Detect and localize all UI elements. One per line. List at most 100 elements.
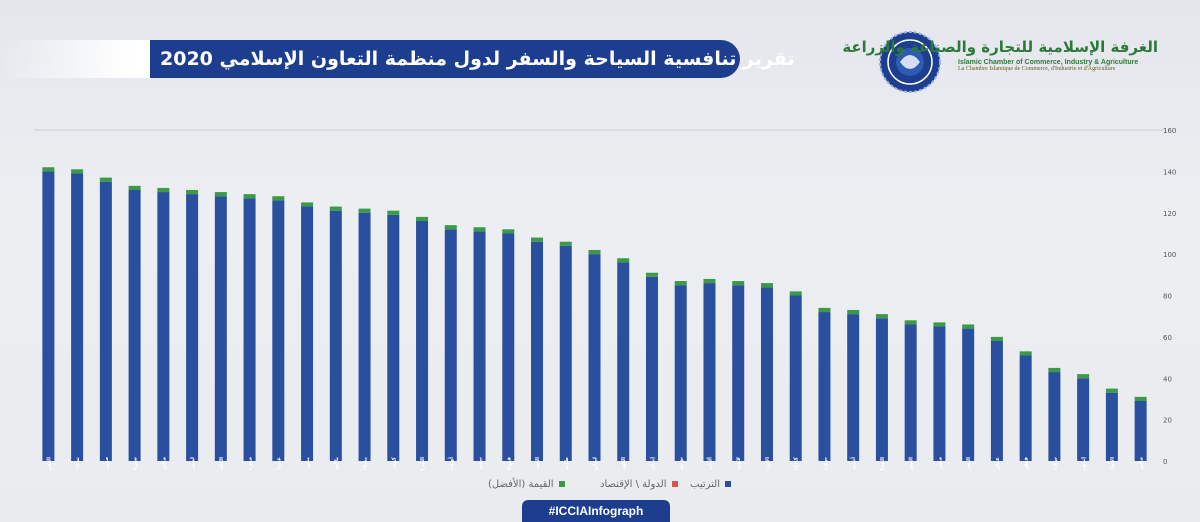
bar-rank (617, 262, 630, 461)
legend-swatch-best (558, 481, 565, 487)
category-label: مالي (161, 457, 167, 470)
bar-best-value (243, 194, 256, 199)
bar-rank (502, 233, 515, 461)
category-label: إندونيسيا (1081, 457, 1087, 470)
bar-best-value (301, 202, 314, 207)
legend-label-rank: الترتيب (690, 479, 720, 490)
bar-rank (732, 285, 745, 461)
bar-rank (760, 287, 773, 461)
bar-best-value (186, 189, 199, 195)
category-label: عمان (995, 457, 1001, 470)
bar-rank (531, 241, 544, 461)
bar-best-value (732, 281, 745, 286)
bar-best-value (99, 177, 112, 182)
category-label: تركيا (1051, 457, 1058, 470)
bar-best-value (875, 314, 888, 319)
y-tick-label: 20 (1163, 417, 1172, 425)
bar-rank (904, 324, 917, 461)
bar-rank (1134, 401, 1147, 461)
bar-best-value (272, 196, 285, 201)
category-label: تونس (679, 457, 685, 470)
page-title: تقرير تنافسية السياحة والسفر لدول منظمة … (160, 48, 795, 70)
bar-best-value (71, 169, 84, 174)
bar-rank (272, 200, 285, 461)
bar-rank (818, 312, 831, 461)
bar-best-value (904, 320, 917, 325)
bar-best-value (559, 241, 572, 246)
bar-best-value (1019, 351, 1032, 356)
bar-rank (387, 214, 400, 461)
bar-rank (847, 314, 860, 461)
bar-rank (588, 254, 601, 461)
legend-item-best: القيمة (الأفضل) (488, 479, 565, 490)
category-label: سيراليون (133, 457, 139, 470)
bar-best-value (1134, 396, 1147, 402)
bar-best-value (962, 324, 975, 329)
bar-rank (71, 173, 84, 461)
category-label: موريتانيا (104, 457, 110, 470)
category-label: ليبيريا (190, 457, 196, 470)
bar-best-value (387, 210, 400, 215)
bar-rank (416, 221, 429, 461)
bar-rank (358, 212, 371, 461)
category-label: باكستان (333, 457, 340, 470)
category-label: قطر (1024, 457, 1030, 470)
bar-rank (1077, 378, 1090, 461)
legend-label-economy: الدولة \ الإقتصاد (600, 479, 667, 490)
category-label: البحرين (966, 457, 972, 470)
bar-best-value (847, 309, 860, 315)
bar-rank (186, 194, 199, 461)
legend-label-best: القيمة (الأفضل) (488, 479, 554, 490)
bar-rank (990, 341, 1003, 461)
bar-best-value (645, 272, 658, 277)
category-label: لاوس (736, 457, 742, 470)
bar-rank (99, 181, 112, 461)
bar-rank (645, 276, 658, 461)
bar-best-value (760, 283, 773, 288)
bar-best-value (42, 167, 55, 172)
category-label: لبنان (593, 457, 599, 470)
y-tick-label: 120 (1163, 210, 1176, 218)
bar-rank (559, 245, 572, 461)
bar-rank (1048, 372, 1061, 461)
category-label: الكاميرون (218, 457, 225, 470)
legend-item-economy: الدولة \ الإقتصاد (600, 479, 678, 490)
org-name-french: La Chambre Islamique de Commerce, d'Indu… (958, 66, 1116, 72)
organization-block: الغرفة الإسلامية للتجارة والصناعة والزرا… (842, 38, 1158, 72)
bar-rank (329, 210, 342, 461)
legend-item-rank: الترتيب (690, 479, 731, 490)
category-label: الكويت (620, 457, 627, 470)
category-label: كازاخستان (793, 456, 800, 470)
category-label: بروناي دار السلام (822, 457, 828, 470)
category-label: المملكة العربية السعودية (879, 457, 886, 470)
bar-best-value (329, 206, 342, 211)
bar-rank (962, 328, 975, 461)
legend-swatch-economy (671, 481, 678, 487)
bar-rank (703, 283, 716, 461)
org-name-english: Islamic Chamber of Commerce, Industry & … (958, 59, 1139, 66)
bar-rank (875, 318, 888, 461)
category-label: الأردن (763, 457, 771, 470)
bar-best-value (358, 208, 371, 213)
bar-best-value (444, 225, 457, 230)
category-label: أذربيجان (849, 457, 857, 470)
category-label: ألبانيا (705, 457, 713, 470)
category-label: أوغندا (447, 457, 455, 470)
bar-rank (674, 285, 687, 461)
bar-rank (128, 189, 141, 461)
y-tick-label: 140 (1163, 168, 1176, 176)
hashtag-badge: #ICCIAInfograph (522, 500, 670, 522)
ranking-bar-chart: 0 20 40 60 80 100 120 140 160 اليمن تشاد موريتانيا س… (34, 127, 1176, 470)
bar-best-value (1048, 367, 1061, 373)
category-label: غينيا (276, 457, 282, 470)
category-label: طاجيكستان (563, 457, 570, 470)
bar-best-value (157, 187, 170, 193)
category-label: بنغلاديش (363, 457, 369, 470)
bar-best-value (818, 307, 831, 313)
category-label: قيرغيزستان (506, 457, 512, 470)
bar-rank (1019, 355, 1032, 461)
legend-swatch-rank (724, 481, 731, 487)
bar-best-value (473, 227, 486, 232)
y-tick-label: 160 (1163, 127, 1176, 135)
category-label: المغرب (909, 457, 915, 470)
